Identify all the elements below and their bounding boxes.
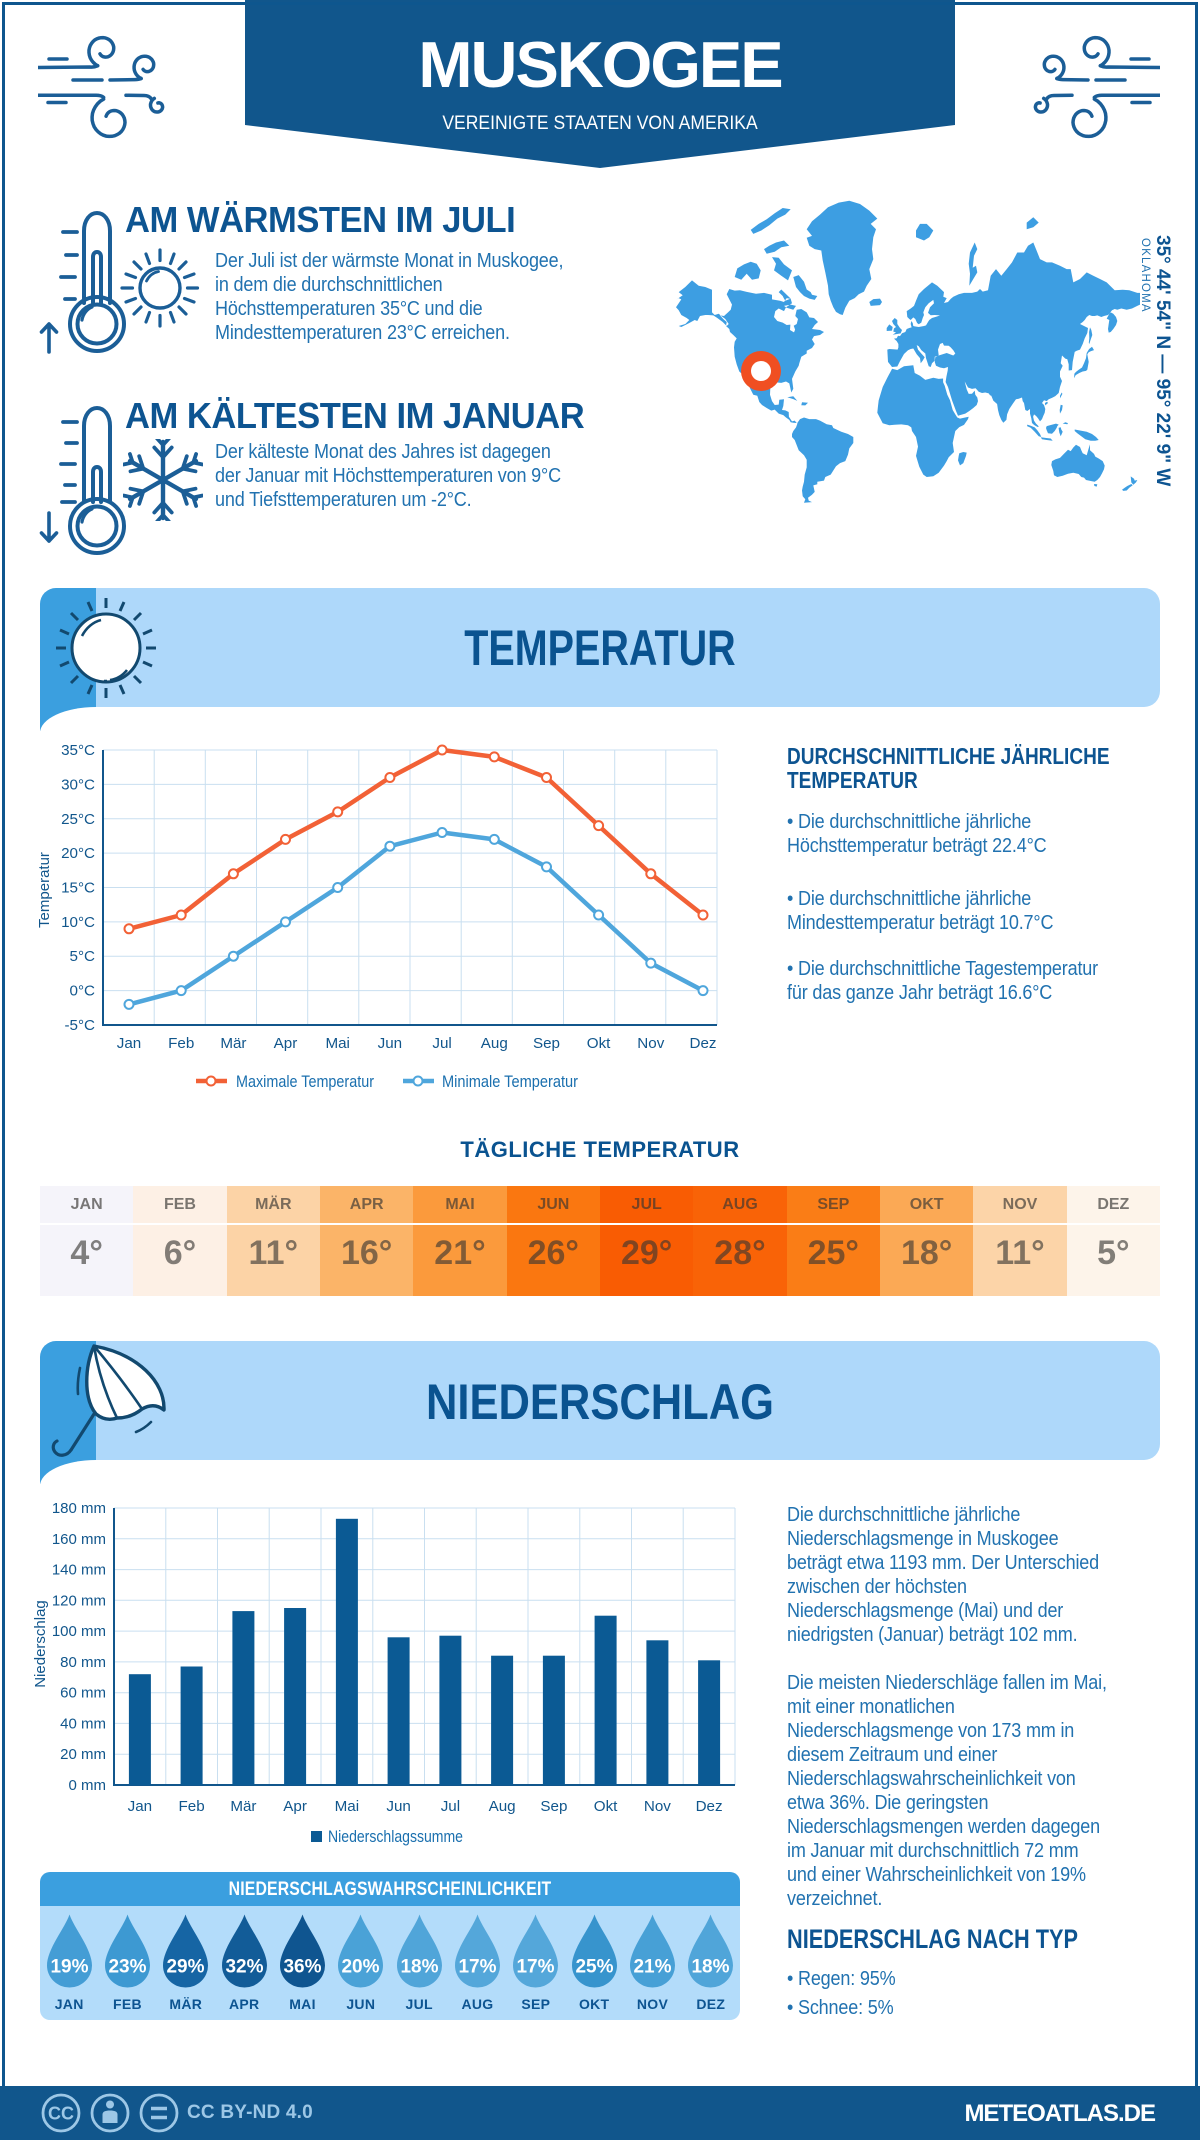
svg-text:80 mm: 80 mm xyxy=(60,1654,106,1671)
svg-text:60 mm: 60 mm xyxy=(60,1685,106,1702)
svg-text:35°C: 35°C xyxy=(61,742,95,759)
svg-text:160 mm: 160 mm xyxy=(52,1531,106,1548)
svg-text:Aug: Aug xyxy=(489,1798,516,1815)
svg-text:18%: 18% xyxy=(400,1957,438,1978)
svg-text:Apr: Apr xyxy=(274,1035,298,1052)
svg-text:20 mm: 20 mm xyxy=(60,1746,106,1763)
svg-text:25%: 25% xyxy=(575,1957,613,1978)
svg-text:Jan: Jan xyxy=(128,1798,153,1815)
svg-text:23%: 23% xyxy=(108,1957,146,1978)
svg-text:10°C: 10°C xyxy=(61,914,95,931)
svg-text:Feb: Feb xyxy=(179,1798,205,1815)
svg-text:19%: 19% xyxy=(50,1957,88,1978)
svg-text:Sep: Sep xyxy=(533,1035,560,1052)
svg-text:Maximale Temperatur: Maximale Temperatur xyxy=(236,1073,374,1091)
svg-text:Okt: Okt xyxy=(594,1798,618,1815)
svg-text:17%: 17% xyxy=(517,1957,555,1978)
svg-text:29%: 29% xyxy=(167,1957,205,1978)
svg-text:0°C: 0°C xyxy=(70,983,96,1000)
svg-text:Mär: Mär xyxy=(230,1798,256,1815)
svg-text:Mär: Mär xyxy=(220,1035,246,1052)
svg-text:Sep: Sep xyxy=(540,1798,567,1815)
svg-text:Minimale Temperatur: Minimale Temperatur xyxy=(442,1073,578,1091)
svg-text:Temperatur: Temperatur xyxy=(36,852,53,928)
svg-text:Aug: Aug xyxy=(481,1035,508,1052)
svg-text:Jul: Jul xyxy=(441,1798,460,1815)
svg-text:100 mm: 100 mm xyxy=(52,1623,106,1640)
svg-text:Apr: Apr xyxy=(283,1798,307,1815)
svg-text:36%: 36% xyxy=(283,1957,321,1978)
svg-text:25°C: 25°C xyxy=(61,811,95,828)
svg-text:Feb: Feb xyxy=(168,1035,194,1052)
svg-text:Nov: Nov xyxy=(637,1035,664,1052)
svg-text:21%: 21% xyxy=(633,1957,671,1978)
svg-text:17%: 17% xyxy=(458,1957,496,1978)
svg-text:Jul: Jul xyxy=(432,1035,451,1052)
svg-text:-5°C: -5°C xyxy=(64,1017,95,1034)
svg-text:Okt: Okt xyxy=(587,1035,611,1052)
svg-text:180 mm: 180 mm xyxy=(52,1500,106,1517)
svg-text:30°C: 30°C xyxy=(61,776,95,793)
svg-text:Jun: Jun xyxy=(378,1035,403,1052)
svg-text:20°C: 20°C xyxy=(61,845,95,862)
svg-text:Dez: Dez xyxy=(689,1035,716,1052)
svg-text:32%: 32% xyxy=(225,1957,263,1978)
svg-text:40 mm: 40 mm xyxy=(60,1715,106,1732)
svg-text:Mai: Mai xyxy=(325,1035,349,1052)
svg-text:15°C: 15°C xyxy=(61,880,95,897)
svg-text:Mai: Mai xyxy=(335,1798,359,1815)
svg-text:Jan: Jan xyxy=(117,1035,142,1052)
svg-text:Dez: Dez xyxy=(696,1798,723,1815)
svg-text:0 mm: 0 mm xyxy=(69,1777,107,1794)
svg-text:Nov: Nov xyxy=(644,1798,671,1815)
svg-text:Niederschlag: Niederschlag xyxy=(32,1600,49,1688)
svg-text:5°C: 5°C xyxy=(70,948,96,965)
svg-text:CC: CC xyxy=(48,2104,74,2124)
svg-text:Jun: Jun xyxy=(386,1798,411,1815)
svg-text:140 mm: 140 mm xyxy=(52,1562,106,1579)
svg-text:120 mm: 120 mm xyxy=(52,1592,106,1609)
svg-text:18%: 18% xyxy=(692,1957,730,1978)
svg-text:20%: 20% xyxy=(342,1957,380,1978)
svg-text:Niederschlagssumme: Niederschlagssumme xyxy=(328,1828,463,1846)
